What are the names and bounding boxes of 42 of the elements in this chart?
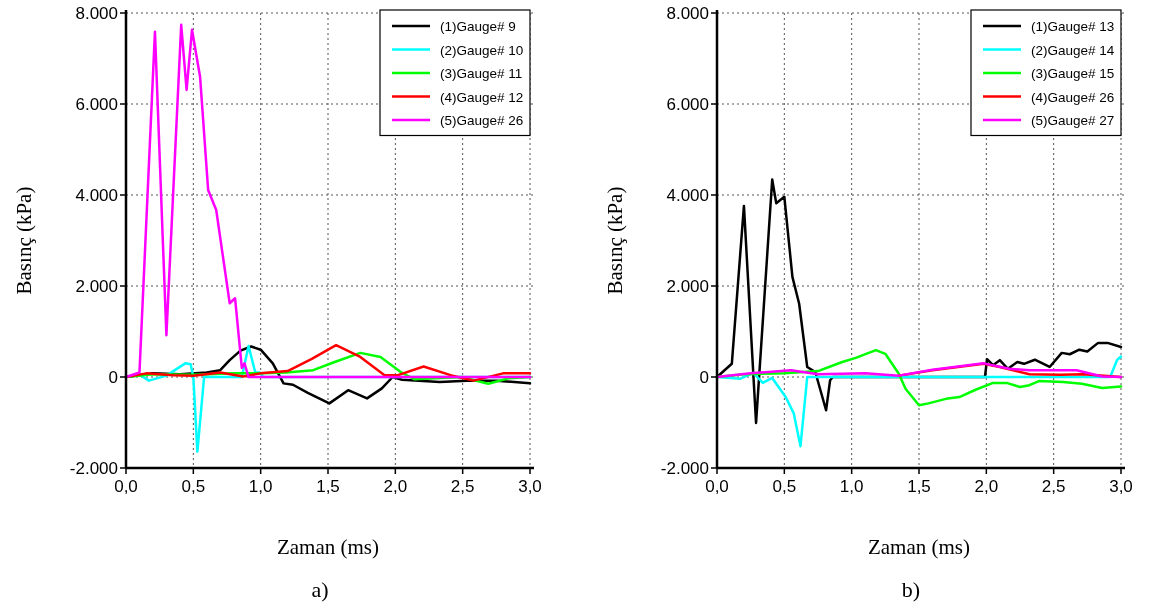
y-tick-label: 4.000 [666,186,709,205]
x-tick-label: 0,5 [772,477,797,496]
y-tick-label: 8.000 [75,4,118,23]
y-tick-label: 4.000 [75,186,118,205]
x-tick-label: 1,0 [248,477,273,496]
legend-label: (5)Gauge# 26 [440,113,524,128]
x-tick-label: 0,0 [705,477,729,496]
text: b) [901,577,921,602]
x-tick-label: 2,5 [450,477,475,496]
x-axis-title: Zaman (ms) [276,535,380,559]
x-tick-label: 1,0 [839,477,864,496]
y-tick-label: 8.000 [666,4,709,23]
legend-label: (4)Gauge# 12 [440,89,524,105]
y-tick-label: -2.000 [660,459,709,478]
x-tick-label: 3,0 [1109,477,1133,496]
legend-label: (1)Gauge# 9 [440,19,516,34]
x-tick-label: 2,0 [974,477,999,496]
legend-label: (2)Gauge# 10 [440,42,524,58]
legend-label: (4)Gauge# 26 [1031,89,1115,105]
x-tick-label: 3,0 [518,477,542,496]
legend-label: (5)Gauge# 27 [1031,113,1115,128]
legend-label: (3)Gauge# 15 [1031,66,1115,81]
text: a) [311,577,329,602]
y-tick-label: 6.000 [666,95,709,114]
legend-label: (3)Gauge# 11 [440,66,523,81]
y-tick-label: 2.000 [75,277,118,296]
y-tick-label: -2.000 [69,459,118,478]
x-tick-label: 0,5 [181,477,206,496]
legend-label: (2)Gauge# 14 [1031,42,1115,58]
y-axis-title: Basınç (kPa) [603,186,627,295]
y-tick-label: 6.000 [75,95,118,114]
x-tick-label: 1,5 [907,477,931,496]
x-tick-label: 2,0 [383,477,408,496]
y-tick-label: 0 [108,368,118,387]
y-axis-title: Basınç (kPa) [12,186,36,295]
legend-label: (1)Gauge# 13 [1031,19,1115,34]
x-tick-label: 0,0 [114,477,138,496]
y-tick-label: 2.000 [666,277,709,296]
y-tick-label: 0 [699,368,709,387]
x-tick-label: 1,5 [316,477,340,496]
x-axis-title: Zaman (ms) [867,535,971,559]
x-tick-label: 2,5 [1041,477,1066,496]
